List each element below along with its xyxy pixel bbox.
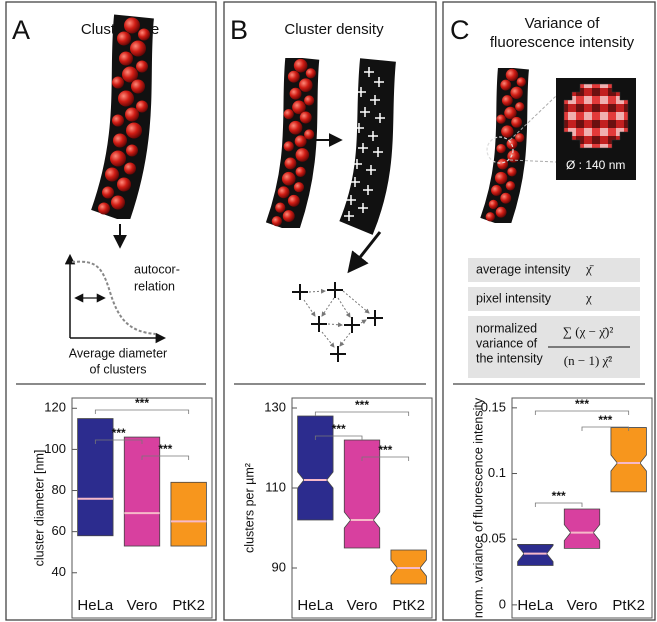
y-tick-label: 90	[272, 559, 286, 574]
significance-bracket	[361, 456, 410, 461]
annotation: relation	[134, 279, 175, 293]
x-tick-label: HeLa	[297, 597, 334, 614]
formula-denominator: (n − 1) χ̄²	[564, 353, 613, 368]
box	[610, 427, 647, 493]
caption: of clusters	[90, 362, 147, 376]
cluster-positions-fiber	[339, 58, 396, 235]
panel-title: Variance of	[525, 15, 601, 32]
formula-label: variance of	[476, 336, 538, 350]
significance-label: ***	[378, 443, 392, 457]
significance-bracket	[534, 502, 583, 507]
y-tick-label: 100	[44, 441, 66, 456]
y-tick-label: 0.1	[488, 465, 506, 480]
chromatin-fiber	[98, 17, 150, 217]
x-tick-label: PtK2	[392, 597, 425, 614]
autocorrelation-sketch	[64, 253, 167, 344]
y-tick-label: 0	[499, 596, 506, 611]
significance-label: ***	[158, 442, 172, 456]
y-axis-label: norm. variance of fluorescence intensity	[471, 397, 485, 618]
significance-bracket	[94, 409, 190, 414]
significance-bracket	[581, 426, 630, 431]
panel-letter: B	[230, 15, 248, 45]
legend-symbol: χ̄	[585, 261, 594, 276]
x-tick-label: Vero	[567, 597, 598, 614]
cluster-network	[292, 282, 383, 362]
formula-numerator: ∑ (χ − χ̄)²	[563, 324, 614, 339]
x-tick-label: Vero	[127, 597, 158, 614]
chromatin-fiber	[486, 68, 526, 223]
chromatin-fiber	[272, 58, 316, 228]
box	[77, 418, 114, 537]
x-tick-label: PtK2	[172, 597, 205, 614]
formula-label: normalized	[476, 321, 537, 335]
legend-label: average intensity	[476, 262, 571, 276]
panel-title: fluorescence intensity	[490, 34, 635, 51]
pixel-zoom	[486, 78, 636, 180]
annotation: autocor-	[134, 262, 180, 276]
significance-label: ***	[112, 426, 126, 440]
significance-bracket	[94, 439, 143, 444]
legend-label: pixel intensity	[476, 291, 552, 305]
x-tick-label: HeLa	[77, 597, 114, 614]
y-tick-label: 60	[52, 523, 66, 538]
y-tick-label: 80	[52, 482, 66, 497]
y-tick-label: 130	[264, 399, 286, 414]
pixel-size: Ø : 140 nm	[566, 158, 625, 172]
panel-frames	[5, 1, 656, 621]
arrow	[347, 231, 382, 274]
y-axis-label: clusters per µm²	[242, 463, 256, 553]
significance-bracket	[314, 411, 410, 416]
x-tick-label: PtK2	[612, 597, 645, 614]
panel-letter: A	[12, 15, 30, 45]
formula-label: the intensity	[476, 351, 543, 365]
significance-label: ***	[135, 396, 149, 410]
panel-letter: C	[450, 15, 470, 45]
box	[517, 544, 554, 566]
y-tick-label: 0.15	[481, 399, 506, 414]
x-tick-label: HeLa	[517, 597, 554, 614]
box	[563, 508, 601, 549]
box	[170, 481, 207, 547]
y-tick-label: 110	[265, 479, 286, 494]
y-tick-label: 0.05	[481, 531, 506, 546]
significance-label: ***	[575, 397, 589, 411]
significance-bracket	[141, 455, 190, 460]
significance-label: ***	[355, 398, 369, 412]
box	[123, 436, 161, 547]
significance-bracket	[534, 410, 630, 415]
panel-title: Cluster density	[284, 21, 384, 38]
y-tick-label: 40	[52, 564, 66, 579]
significance-label: ***	[332, 422, 346, 436]
significance-label: ***	[552, 489, 566, 503]
x-tick-label: Vero	[347, 597, 378, 614]
box	[343, 439, 381, 549]
box	[297, 415, 334, 521]
y-axis-label: cluster diameter [nm]	[32, 450, 46, 567]
significance-bracket	[314, 435, 363, 440]
caption: Average diameter	[69, 346, 167, 360]
y-tick-label: 120	[44, 400, 66, 415]
legend-symbol: χ	[585, 290, 592, 305]
significance-label: ***	[598, 413, 612, 427]
